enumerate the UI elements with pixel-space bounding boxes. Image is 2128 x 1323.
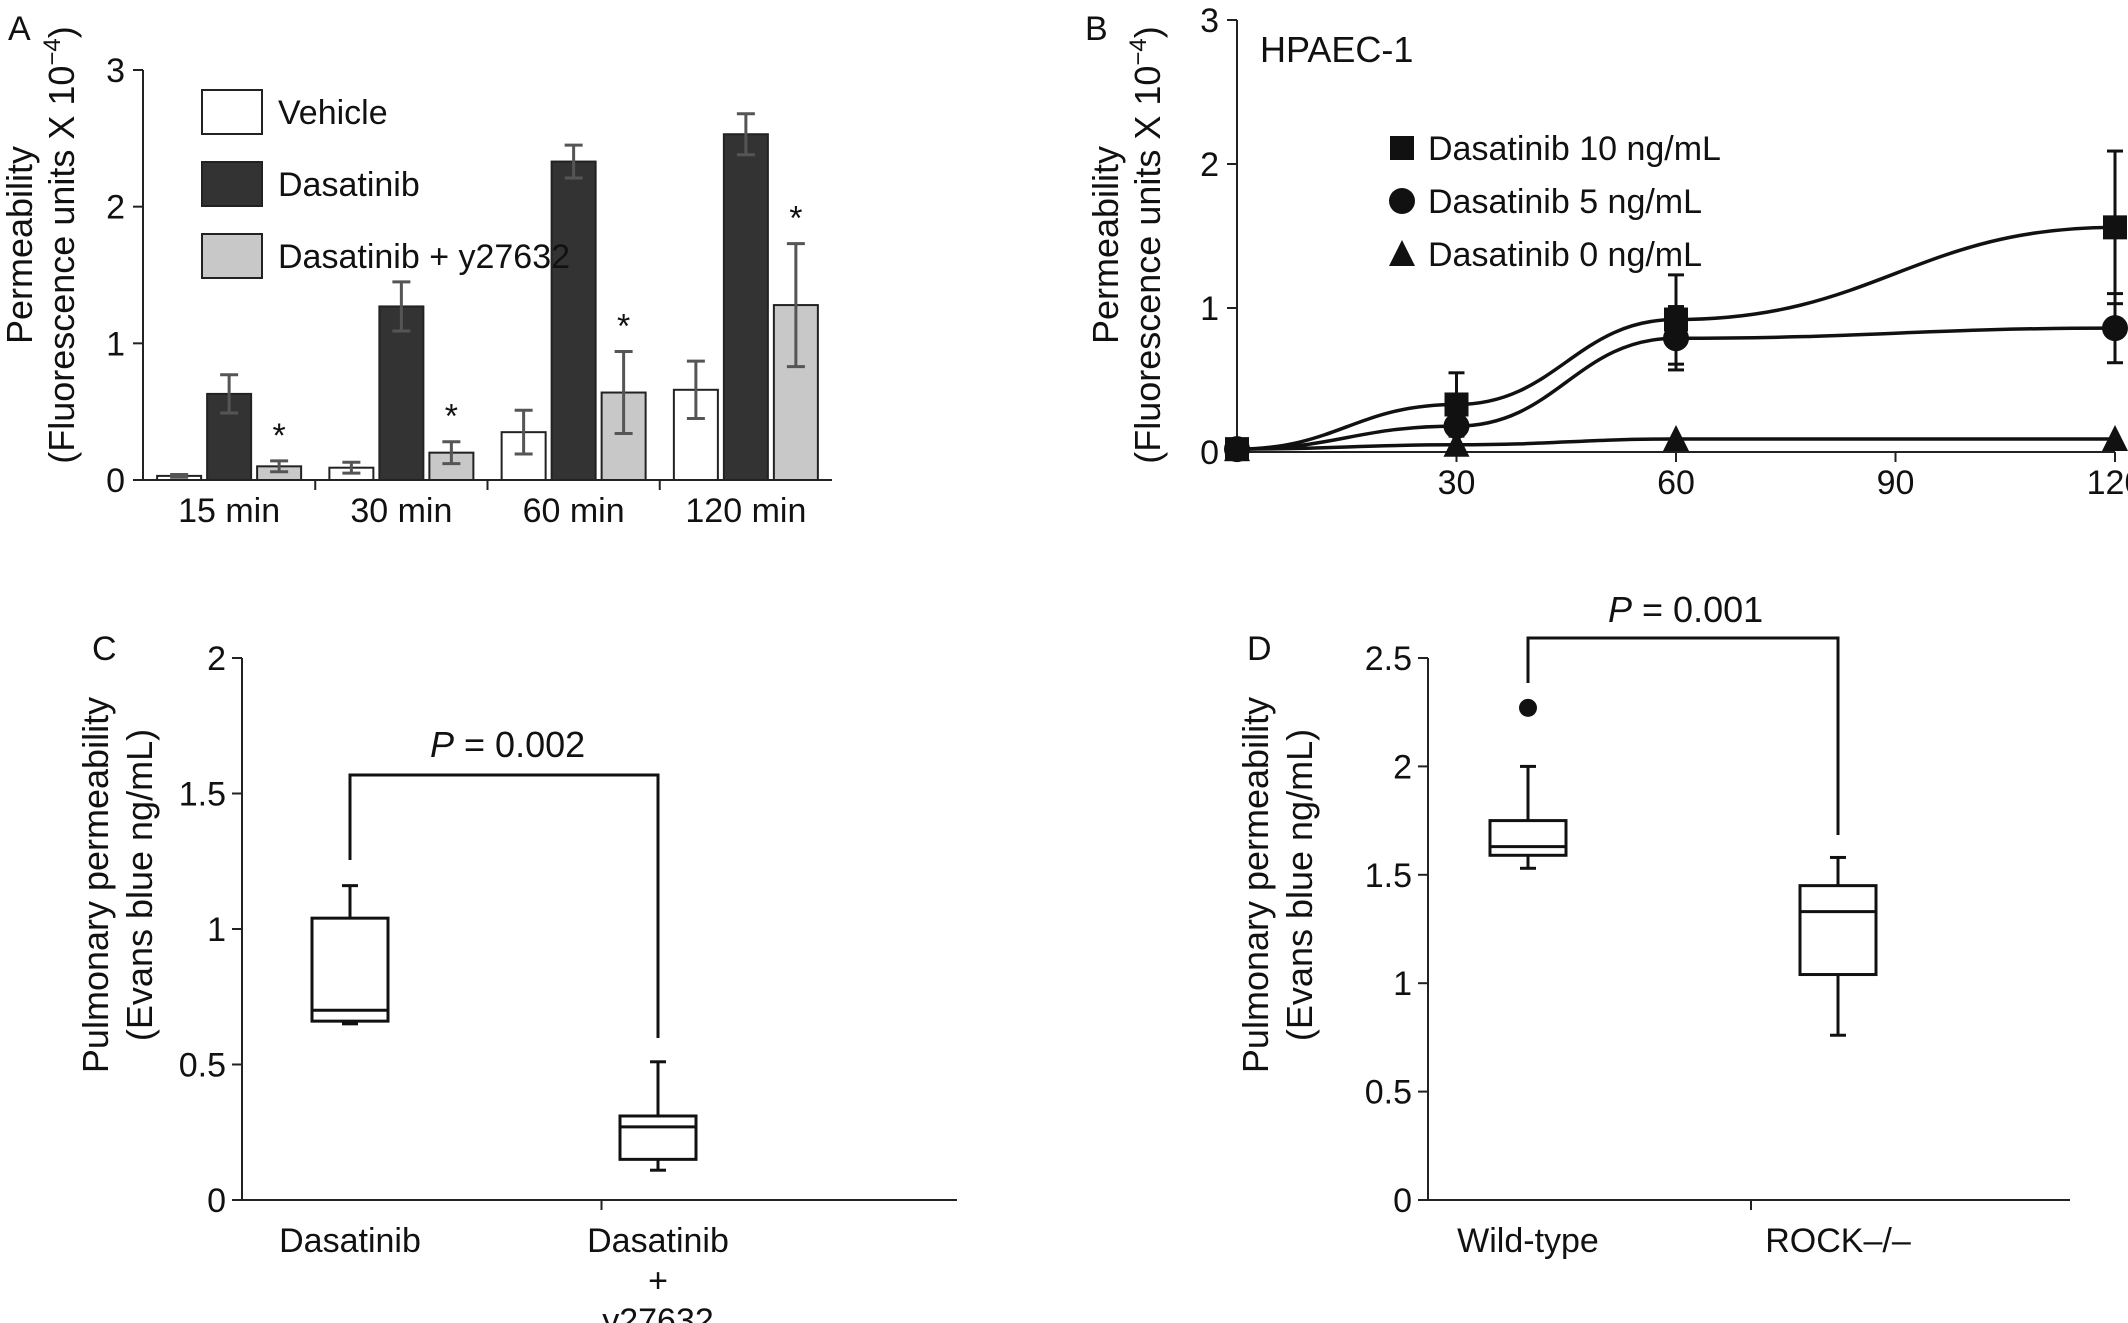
panel-b-legend-label: Dasatinib 5 ng/mL	[1428, 183, 1702, 221]
panel-c-ylabel-line1: Pulmonary permeability	[75, 697, 116, 1073]
panel-b-y-tick-label: 3	[1200, 2, 1219, 40]
panel-b-data-point	[1443, 430, 1470, 457]
panel-d-x-tick-label: Wild-type	[1457, 1222, 1599, 1260]
panel-b-data-point	[1663, 325, 1689, 352]
panel-letter-c: C	[92, 630, 117, 668]
panel-a-bar	[378, 305, 425, 481]
panel-d-outlier	[1519, 698, 1537, 717]
panel-b-legend-label: Dasatinib 10 ng/mL	[1428, 130, 1721, 168]
panel-d-y-tick-label: 2.5	[1365, 640, 1412, 678]
panel-b-y-tick-label: 0	[1200, 434, 1219, 472]
panel-a-y-tick-label: 3	[106, 52, 125, 90]
panel-a-legend-label: Dasatinib	[278, 166, 420, 204]
panel-b-series-line	[1236, 326, 2116, 451]
panel-a-x-tick-label: 30 min	[350, 492, 452, 530]
panel-d-y-tick-label: 0	[1393, 1182, 1412, 1220]
panel-b-legend-marker	[1390, 136, 1414, 160]
panel-b-series-line	[1236, 225, 2116, 451]
panel-b-ylabel: Permeability (Fluorescence units X 10−4)	[1085, 26, 1168, 464]
panel-d-significance-bracket	[1526, 636, 1840, 835]
panel-a-x-tick-label: 15 min	[178, 492, 280, 530]
panel-d-y-tick-label: 0.5	[1365, 1074, 1412, 1112]
panel-c-x-tick-label: y27632	[602, 1302, 714, 1323]
panel-d-x-tick-label: ROCK–/–	[1765, 1222, 1911, 1260]
panel-d-box	[1798, 884, 1878, 977]
panel-d-box	[1488, 819, 1568, 857]
panel-a-bar	[722, 133, 769, 481]
panel-a-x-tick-label: 60 min	[523, 492, 625, 530]
panel-b-data-point	[1444, 392, 1469, 417]
panel-a-significance-star: *	[617, 308, 630, 346]
panel-d-y-tick-label: 1.5	[1365, 857, 1412, 895]
panel-d-ylabel-line2: (Evans blue ng/mL)	[1279, 729, 1320, 1041]
panel-c-y-tick-label: 0	[207, 1182, 226, 1220]
panel-letter-a: A	[8, 10, 31, 48]
panel-c-box	[618, 1114, 698, 1161]
panel-b-ylabel-line2: (Fluorescence units X 10−4)	[1125, 26, 1168, 464]
panel-a-legend-swatch	[201, 161, 263, 207]
panel-a-y-tick-label: 0	[106, 462, 125, 500]
panel-b-data-point	[1224, 435, 1250, 462]
panel-b-x-tick-label: 60	[1657, 464, 1695, 502]
panel-b-x-tick-label: 120	[2087, 464, 2128, 502]
panel-a-x-tick-label: 120 min	[685, 492, 806, 530]
panel-c-x-tick-label: Dasatinib	[587, 1222, 729, 1260]
panel-c-y-tick-label: 1	[207, 911, 226, 949]
panel-a-ylabel-line2: (Fluorescence units X 10−4)	[39, 26, 82, 464]
panel-b-x-tick-label: 90	[1877, 464, 1915, 502]
panel-b-series-line	[1236, 437, 2115, 451]
panel-c-significance-bracket	[348, 773, 660, 1038]
panel-c-box	[310, 916, 390, 1023]
panel-a-y-tick-label: 1	[106, 325, 125, 363]
panel-c-x-tick-label: +	[648, 1262, 668, 1300]
panel-c-x-tick-label: Dasatinib	[279, 1222, 421, 1260]
panel-c-y-tick-label: 0.5	[179, 1047, 226, 1085]
panel-b-data-point	[2102, 425, 2128, 452]
panel-a-significance-star: *	[445, 398, 458, 436]
panel-b-ylabel-line1: Permeability	[1085, 146, 1126, 344]
panel-a-significance-star: *	[789, 200, 802, 238]
panel-b-y-tick-label: 2	[1200, 146, 1219, 184]
panel-b-title: HPAEC-1	[1260, 29, 1413, 70]
panel-letter-b: B	[1085, 10, 1108, 48]
panel-b-legend-marker	[1389, 240, 1415, 266]
panel-a-ylabel: Permeability (Fluorescence units X 10−4)	[0, 26, 82, 464]
panel-b-data-point	[2103, 215, 2127, 240]
panel-c-ylabel-line2: (Evans blue ng/mL)	[119, 729, 160, 1041]
panel-b-x-tick-label: 30	[1438, 464, 1476, 502]
panel-d-p-value: P = 0.001	[1608, 589, 1763, 630]
panel-d-ylabel: Pulmonary permeability (Evans blue ng/mL…	[1235, 697, 1320, 1073]
panel-d-ylabel-line1: Pulmonary permeability	[1235, 697, 1276, 1073]
chart-marks: 0 1 2 3 15 min * 30 min * 60 min * 120 min * Vehicle…	[106, 2, 2128, 1323]
panel-b-legend-label: Dasatinib 0 ng/mL	[1428, 236, 1702, 274]
panel-a-significance-star: *	[273, 417, 286, 455]
panel-c-ylabel: Pulmonary permeability (Evans blue ng/mL…	[75, 697, 160, 1073]
panel-a-legend-swatch	[201, 89, 263, 135]
panel-a-legend-label: Vehicle	[278, 94, 388, 132]
panel-d-y-tick-label: 2	[1393, 748, 1412, 786]
panel-a-y-tick-label: 2	[106, 189, 125, 227]
panel-a-legend-label: Dasatinib + y27632	[278, 238, 570, 276]
panel-b-y-tick-label: 1	[1200, 290, 1219, 328]
panel-b-data-point	[1663, 425, 1689, 452]
panel-letter-d: D	[1247, 630, 1272, 668]
panel-c-y-tick-label: 2	[207, 640, 226, 678]
panel-d-y-tick-label: 1	[1393, 965, 1412, 1003]
panel-b-data-point	[1443, 413, 1470, 440]
panel-a-bar	[550, 160, 597, 481]
panel-b-legend-marker	[1389, 188, 1415, 214]
panel-c-y-tick-label: 1.5	[179, 776, 226, 814]
panel-a-ylabel-line1: Permeability	[0, 146, 40, 344]
panel-c-p-value: P = 0.002	[430, 724, 585, 765]
panel-b-data-point	[2102, 315, 2128, 342]
panel-a-legend-swatch	[201, 233, 263, 279]
